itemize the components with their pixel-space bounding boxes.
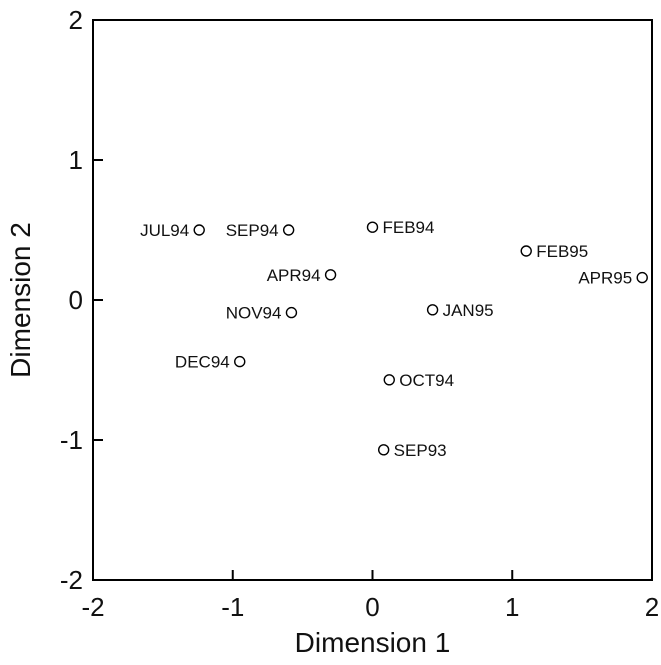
data-point-oct94: OCT94 bbox=[383, 371, 454, 390]
data-point-apr95: APR95 bbox=[578, 269, 648, 288]
data-point-nov94: NOV94 bbox=[226, 304, 298, 323]
x-axis-title: Dimension 1 bbox=[295, 627, 451, 658]
point-marker bbox=[285, 306, 298, 319]
point-label: NOV94 bbox=[226, 304, 282, 323]
point-marker bbox=[282, 224, 295, 236]
point-label: DEC94 bbox=[175, 353, 230, 372]
y-axis-title: Dimension 2 bbox=[5, 222, 36, 378]
data-point-feb95: FEB95 bbox=[520, 242, 588, 261]
data-point-sep93: SEP93 bbox=[377, 441, 447, 460]
point-marker bbox=[520, 245, 532, 257]
point-label: JAN95 bbox=[443, 301, 494, 320]
point-label: OCT94 bbox=[399, 371, 454, 390]
x-tick-label: -2 bbox=[81, 592, 104, 622]
data-point-feb94: FEB94 bbox=[366, 218, 435, 237]
data-point-dec94: DEC94 bbox=[175, 353, 246, 372]
y-tick-label: 0 bbox=[69, 285, 83, 315]
point-label: APR94 bbox=[267, 266, 321, 285]
point-label: SEP94 bbox=[226, 221, 279, 240]
y-tick-label: 1 bbox=[69, 145, 83, 175]
data-point-jul94: JUL94 bbox=[140, 221, 205, 240]
data-point-apr94: APR94 bbox=[267, 266, 337, 285]
data-point-jan95: JAN95 bbox=[426, 301, 494, 320]
y-tick-label: -1 bbox=[60, 425, 83, 455]
point-label: FEB95 bbox=[536, 242, 588, 261]
point-label: SEP93 bbox=[394, 441, 447, 460]
x-tick-label: 2 bbox=[645, 592, 659, 622]
point-marker bbox=[366, 221, 379, 233]
x-axis-ticks: -2 -1 0 1 2 bbox=[81, 570, 659, 622]
x-tick-label: 1 bbox=[505, 592, 519, 622]
y-tick-label: 2 bbox=[69, 5, 83, 35]
point-marker bbox=[636, 271, 648, 284]
x-tick-label: 0 bbox=[365, 592, 379, 622]
point-label: JUL94 bbox=[140, 221, 189, 240]
point-marker bbox=[377, 444, 390, 456]
point-label: FEB94 bbox=[383, 218, 435, 237]
x-tick-label: -1 bbox=[221, 592, 244, 622]
data-points: JUL94 SEP94 FEB94 FEB95 APR95 APR94 NOV94 JAN95… bbox=[140, 218, 648, 460]
plot-frame bbox=[92, 19, 653, 581]
point-marker bbox=[324, 269, 337, 281]
point-marker bbox=[193, 224, 205, 236]
y-axis-ticks: -2 -1 0 1 2 bbox=[60, 5, 103, 595]
point-label: APR95 bbox=[578, 269, 632, 288]
data-point-sep94: SEP94 bbox=[226, 221, 295, 240]
y-tick-label: -2 bbox=[60, 565, 83, 595]
point-marker bbox=[383, 374, 395, 386]
point-marker bbox=[234, 355, 246, 368]
point-marker bbox=[426, 304, 439, 316]
